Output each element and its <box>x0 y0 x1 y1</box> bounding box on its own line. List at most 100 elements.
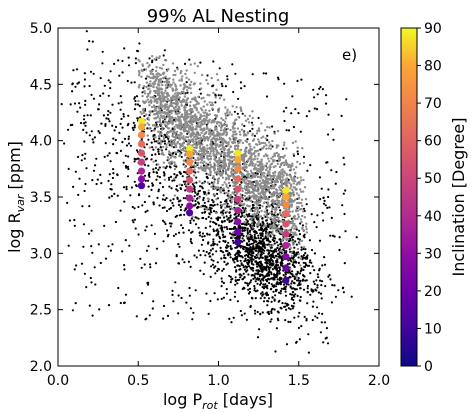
background-point <box>215 217 218 220</box>
background-point <box>300 325 303 328</box>
background-point-grey <box>227 177 230 180</box>
background-point <box>209 275 212 278</box>
background-point-grey <box>168 122 171 125</box>
background-point <box>133 97 136 100</box>
background-point-grey <box>289 230 292 234</box>
background-point-grey <box>273 220 276 224</box>
background-point <box>216 192 219 195</box>
background-point-grey <box>225 172 228 176</box>
background-point-grey <box>208 118 211 121</box>
background-point-grey <box>216 179 220 183</box>
background-point <box>155 247 159 250</box>
background-point <box>302 234 305 238</box>
background-point-grey <box>260 122 263 125</box>
background-point <box>126 124 129 127</box>
background-point-grey <box>219 129 223 132</box>
background-point-grey <box>144 100 148 103</box>
inclination-point <box>282 276 290 284</box>
background-point <box>202 238 205 242</box>
background-point-grey <box>141 69 144 73</box>
background-point-grey <box>204 132 207 135</box>
background-point <box>245 218 248 221</box>
background-point-grey <box>142 111 145 115</box>
background-point <box>67 167 70 170</box>
background-point <box>222 281 225 285</box>
background-point-grey <box>256 143 259 146</box>
background-point <box>245 265 249 268</box>
background-point <box>291 275 295 278</box>
background-point-grey <box>182 142 185 145</box>
background-point-grey <box>166 85 170 88</box>
background-point <box>196 206 199 209</box>
background-point <box>306 302 309 305</box>
background-point <box>197 190 200 193</box>
background-point-grey <box>174 102 178 105</box>
background-point-grey <box>141 64 145 68</box>
background-point-grey <box>251 134 254 137</box>
background-point <box>236 112 239 115</box>
background-point <box>117 102 120 105</box>
background-point <box>109 70 112 73</box>
background-point-grey <box>216 78 220 82</box>
background-point <box>163 174 166 177</box>
background-point <box>174 176 177 179</box>
inclination-point <box>137 158 146 166</box>
background-point <box>331 234 335 237</box>
background-point <box>153 127 156 130</box>
background-point <box>173 173 176 176</box>
background-point <box>200 243 203 246</box>
background-point <box>164 198 167 201</box>
background-point-grey <box>275 144 279 147</box>
background-point <box>99 261 102 265</box>
background-point-grey <box>177 136 181 139</box>
background-point-grey <box>154 91 157 95</box>
background-point <box>212 84 215 87</box>
background-point <box>180 184 184 187</box>
background-point-grey <box>259 186 262 190</box>
background-point <box>192 311 195 314</box>
background-point <box>235 269 238 272</box>
background-point-grey <box>290 226 294 229</box>
background-point-grey <box>160 114 163 117</box>
background-point <box>152 171 155 174</box>
background-point <box>98 131 101 135</box>
background-point <box>301 224 304 227</box>
background-point <box>71 83 74 86</box>
background-point-grey <box>146 61 149 65</box>
background-point <box>203 201 206 204</box>
background-point <box>344 230 347 233</box>
background-point <box>212 242 215 245</box>
background-point <box>244 281 247 284</box>
background-point-grey <box>188 113 191 116</box>
background-point <box>112 168 115 171</box>
background-point-grey <box>180 79 183 82</box>
background-point <box>237 251 240 254</box>
background-point-grey <box>276 162 279 166</box>
background-point-grey <box>225 141 228 145</box>
background-point-grey <box>208 130 211 134</box>
background-point-grey <box>171 89 174 92</box>
background-point <box>165 229 169 232</box>
background-point-grey <box>250 162 253 165</box>
background-point-grey <box>227 141 230 144</box>
background-point <box>298 238 301 241</box>
background-point <box>104 257 108 260</box>
background-point-grey <box>196 156 200 160</box>
background-point <box>202 216 205 220</box>
background-point <box>91 179 94 182</box>
background-point <box>310 288 313 291</box>
background-point-grey <box>293 214 296 218</box>
background-point <box>299 295 302 299</box>
background-point-grey <box>290 178 293 181</box>
background-point <box>271 277 274 280</box>
background-point <box>270 318 273 321</box>
background-point <box>340 114 343 117</box>
background-point-grey <box>292 152 295 156</box>
background-point-grey <box>297 213 300 216</box>
background-point-grey <box>155 66 158 69</box>
background-point-grey <box>248 164 251 167</box>
background-point <box>284 294 288 297</box>
inclination-point <box>186 185 194 193</box>
background-point <box>302 261 305 264</box>
background-point-grey <box>224 164 228 167</box>
